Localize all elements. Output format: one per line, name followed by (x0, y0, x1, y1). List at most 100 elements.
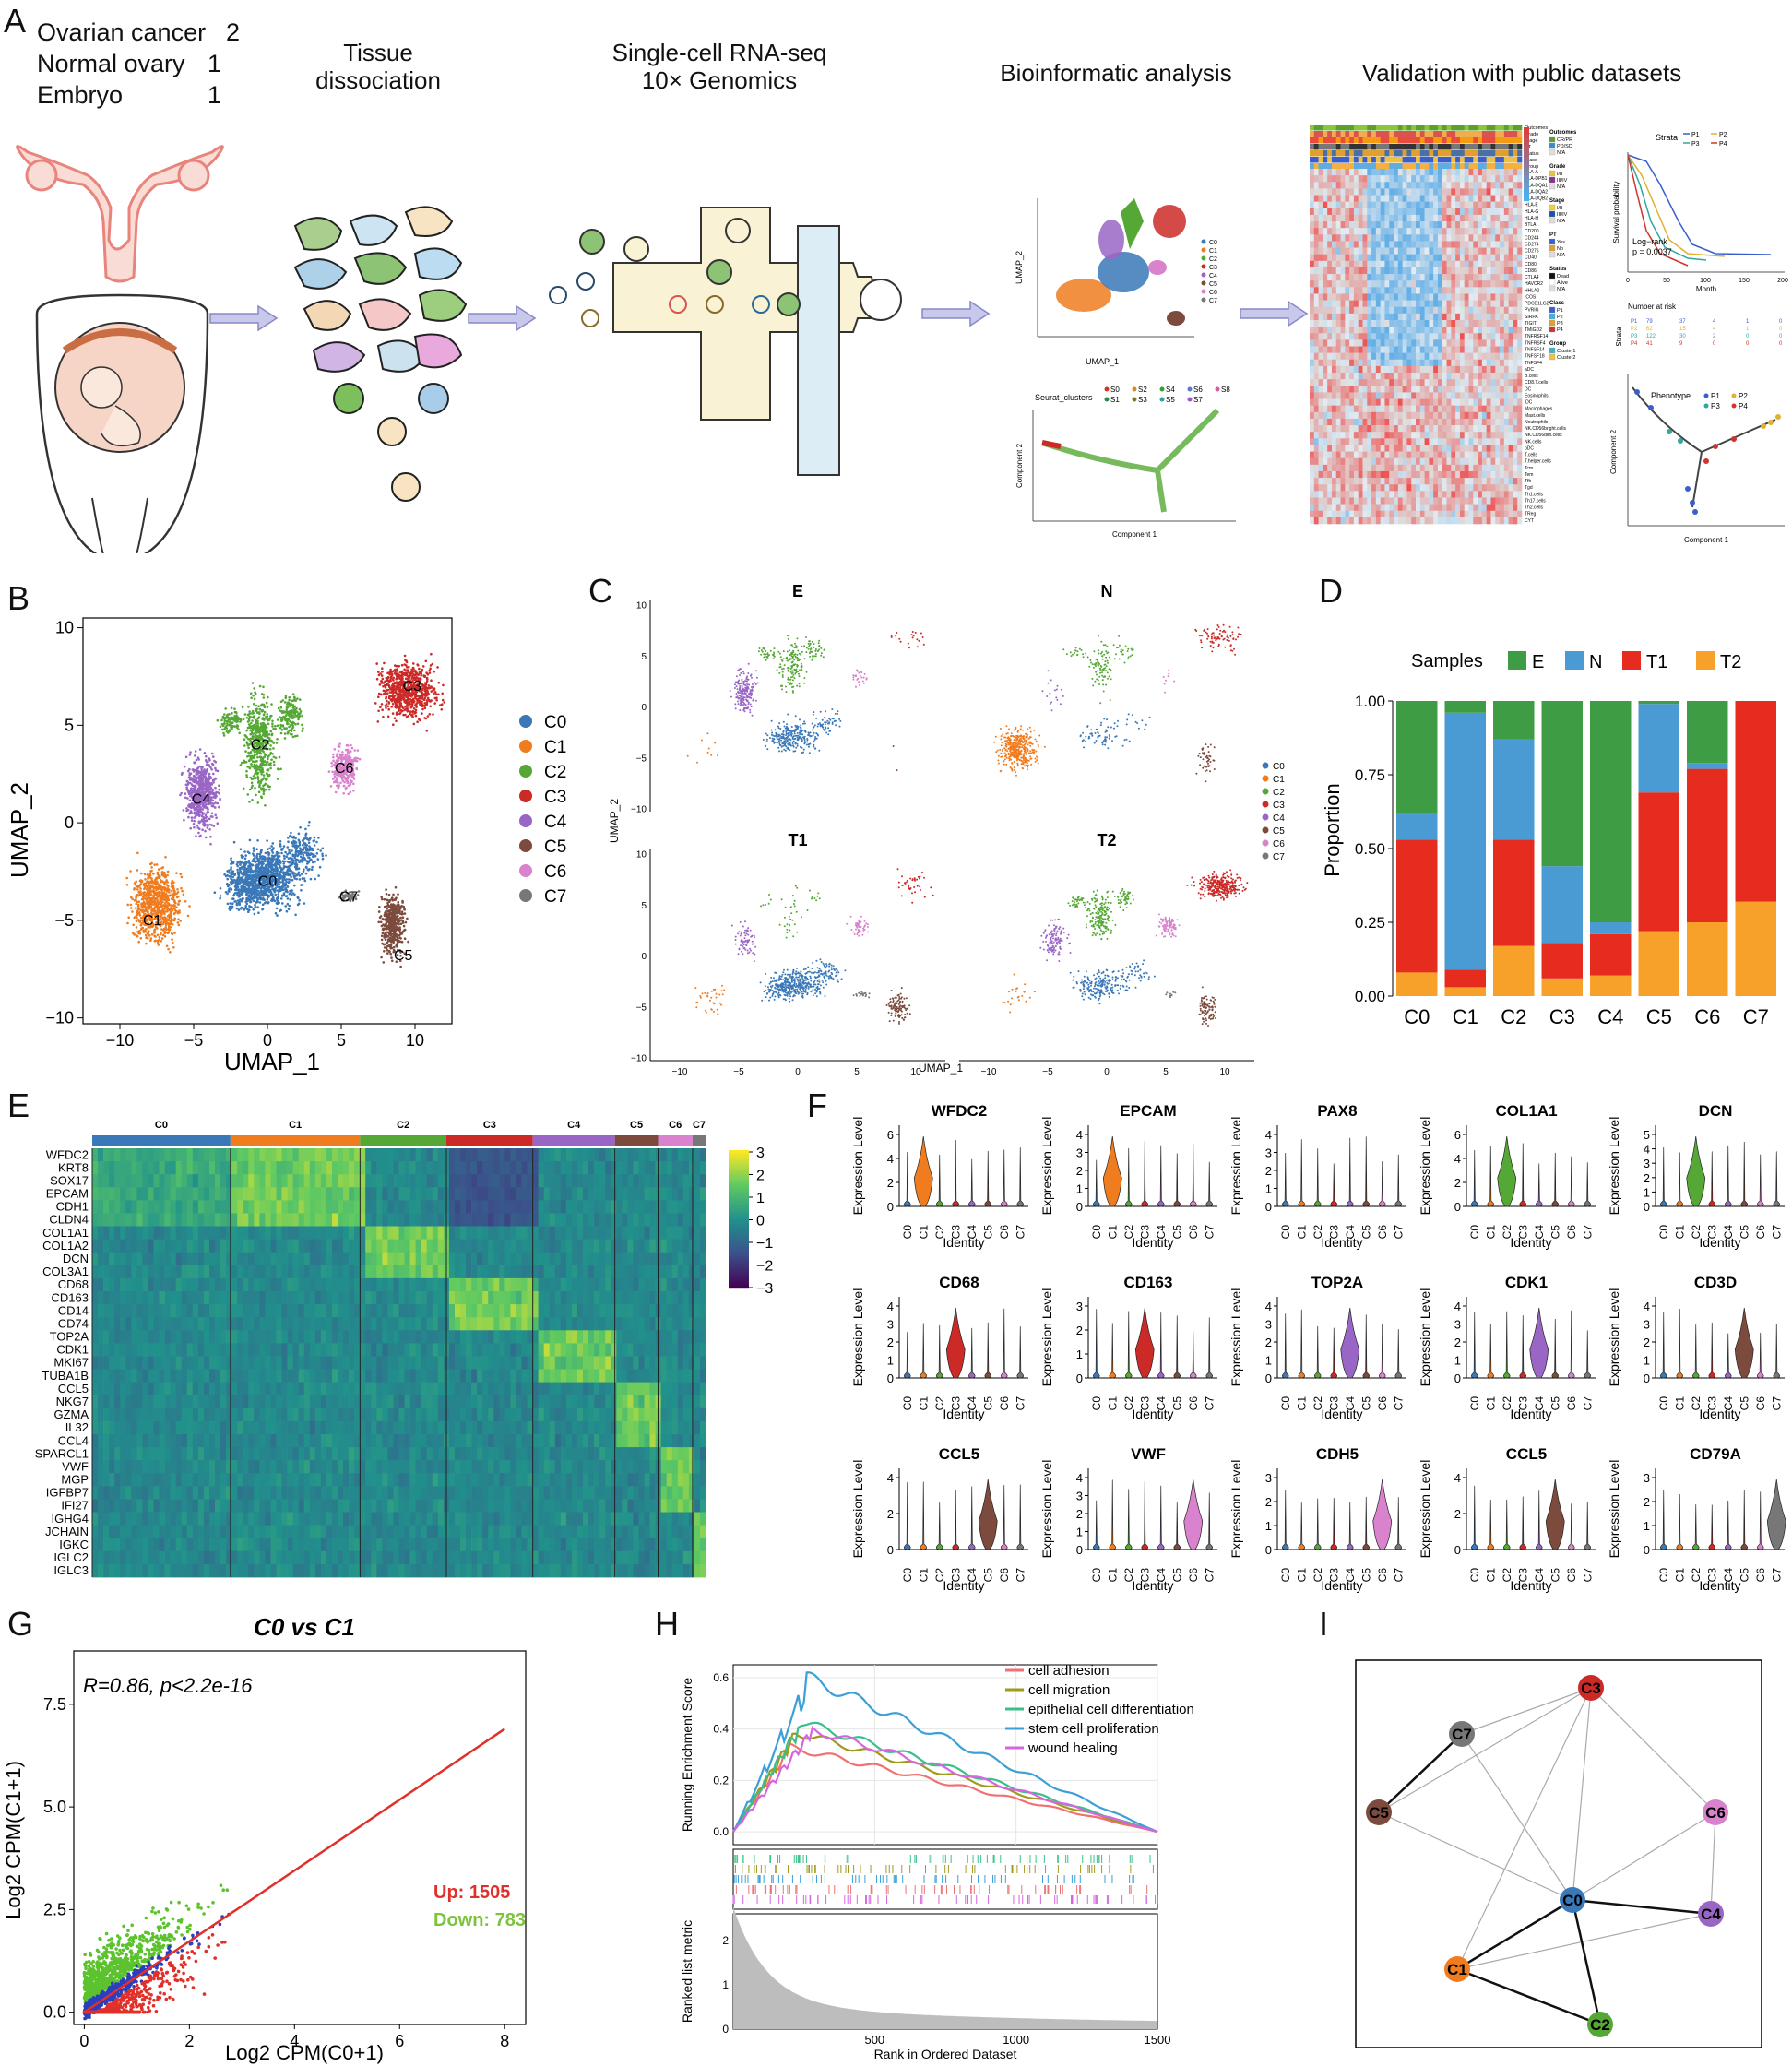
heat-cell (1451, 201, 1456, 209)
heat-cell (1327, 457, 1333, 466)
heat-cell (1345, 228, 1350, 235)
heat-cell (1468, 425, 1474, 433)
heat-cell (1486, 319, 1491, 327)
heat-cell (1416, 267, 1421, 275)
heat-cell (1503, 188, 1509, 196)
heat-cell (1335, 280, 1341, 288)
heat-cell (1375, 491, 1381, 498)
heat-track-cell (1313, 125, 1319, 131)
heat-cell (1375, 175, 1381, 183)
heat-cell (1446, 175, 1452, 183)
heat-cell (1340, 438, 1346, 445)
heat-cell (1345, 267, 1350, 275)
heat-cell (1394, 432, 1399, 439)
heat-cell (1384, 510, 1390, 518)
umap-point (242, 897, 244, 900)
heat-cell (1500, 425, 1505, 433)
heat-cell (1486, 464, 1491, 472)
heat-cell (1459, 208, 1466, 216)
heat-cell (1433, 411, 1439, 420)
heat-cell (1367, 484, 1372, 492)
heat-cell (1327, 254, 1333, 262)
heat-cell (1327, 438, 1333, 445)
heat-cell (1437, 491, 1443, 498)
heat-cell (1406, 306, 1412, 315)
heat-cell (1318, 254, 1323, 262)
heat-cell (1349, 234, 1355, 242)
heat-cell (1349, 484, 1355, 492)
heat-cell (1503, 346, 1509, 353)
umap-point (242, 872, 245, 874)
heat-cell (1442, 432, 1447, 439)
heat-cell (1517, 418, 1523, 426)
umap-point (300, 848, 303, 851)
heat-cell (1389, 504, 1394, 512)
heat-cell (1490, 418, 1496, 426)
heat-track-cell (1411, 144, 1417, 150)
heat-cell (1416, 300, 1421, 308)
heat-cell (1495, 478, 1501, 485)
heat-cell (1513, 175, 1518, 183)
heat-cell (1424, 247, 1430, 255)
heat-cell (1394, 169, 1399, 176)
heat-cell (1446, 352, 1452, 361)
umap-point (219, 887, 222, 890)
heat-cell (1468, 379, 1474, 386)
umap-point (295, 863, 299, 866)
heat-cell (1416, 497, 1421, 505)
heat-cell (1464, 484, 1469, 492)
umap-point (266, 885, 268, 887)
heat-cell (1340, 287, 1346, 294)
heat-cell (1468, 470, 1474, 479)
heat-cell (1468, 418, 1474, 426)
umap-point (298, 841, 302, 845)
heat-gene-label: HLA-E (1525, 203, 1538, 208)
umap-point (228, 883, 231, 886)
legend-group-title: PT (1549, 232, 1557, 238)
heat-cell (1424, 280, 1430, 288)
heat-gene-label: TMIGD2 (1525, 327, 1542, 333)
heat-cell (1424, 300, 1430, 308)
heat-cell (1389, 221, 1394, 229)
legend-dot (1187, 386, 1193, 392)
heat-cell (1367, 445, 1372, 452)
heat-cell (1367, 274, 1372, 281)
legend-dot (1159, 386, 1165, 392)
heat-cell (1331, 398, 1337, 406)
heat-cell (1362, 373, 1368, 380)
heat-track-cell (1362, 144, 1368, 150)
heat-cell (1419, 267, 1425, 275)
heat-track-cell (1433, 131, 1439, 137)
heat-cell (1340, 274, 1346, 281)
heat-cell (1371, 280, 1377, 288)
umap-point (236, 861, 240, 864)
heat-cell (1349, 373, 1355, 380)
heat-cell (1517, 188, 1523, 196)
heat-cell (1478, 491, 1483, 498)
heat-cell (1353, 510, 1359, 518)
heat-cell (1389, 247, 1394, 255)
heat-cell (1433, 339, 1439, 347)
heat-cell (1473, 418, 1478, 426)
heat-cell (1345, 464, 1350, 472)
heat-cell (1416, 478, 1421, 485)
heat-cell (1473, 346, 1478, 353)
heat-gene-label: Tfh (1525, 479, 1531, 484)
heat-cell (1451, 425, 1456, 433)
heat-cell (1318, 386, 1323, 393)
umap-point (259, 860, 263, 863)
heat-cell (1367, 365, 1372, 374)
heat-cell (1503, 306, 1509, 315)
umap-point (170, 889, 173, 893)
colorbar-cell (1524, 142, 1529, 147)
heat-cell (1486, 346, 1491, 353)
heat-cell (1490, 510, 1496, 518)
sample-count: 2 (225, 18, 240, 46)
heat-cell (1310, 319, 1315, 327)
legend-group-title: Grade (1549, 164, 1566, 170)
heat-cell (1416, 425, 1421, 433)
heat-cell (1490, 260, 1496, 268)
umap-point (179, 920, 182, 922)
heat-cell (1394, 478, 1399, 485)
heat-cell (1318, 195, 1323, 202)
